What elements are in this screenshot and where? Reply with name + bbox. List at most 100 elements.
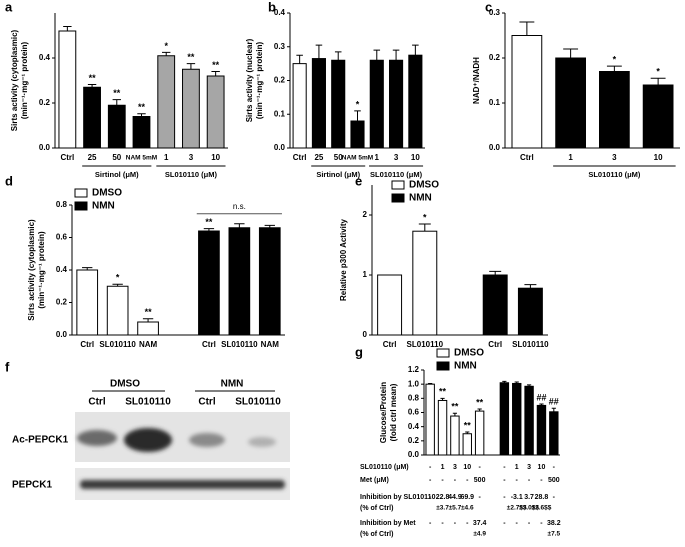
y-axis-label: Sirts activity (cytoplasmic) bbox=[10, 29, 19, 131]
y-axis-label: (min⁻¹·mg⁻¹ protein) bbox=[37, 231, 46, 309]
error-bar bbox=[373, 49, 381, 61]
table-cell: - bbox=[503, 520, 506, 527]
error-bar bbox=[234, 223, 245, 228]
y-tick-label: 0.1 bbox=[489, 98, 501, 107]
bar bbox=[642, 84, 674, 149]
panel-label: g bbox=[355, 344, 363, 359]
x-tick-label: NAM 5mM bbox=[342, 155, 373, 162]
x-tick-label: 3 bbox=[394, 153, 399, 162]
error-bar bbox=[563, 48, 579, 58]
table-cell: - bbox=[441, 477, 444, 484]
bar bbox=[512, 382, 522, 456]
row-label: Ac-PEPCK1 bbox=[12, 435, 69, 446]
significance: ** bbox=[451, 402, 459, 412]
y-tick-label: 0.1 bbox=[274, 109, 286, 118]
x-tick-label: 25 bbox=[314, 153, 323, 162]
bar bbox=[206, 75, 225, 149]
table-cell: - bbox=[478, 494, 481, 501]
significance: * bbox=[656, 67, 660, 77]
legend-swatch bbox=[436, 348, 450, 358]
error-bar bbox=[440, 397, 445, 401]
table-cell: - bbox=[429, 520, 432, 527]
y-tick-label: 2 bbox=[363, 210, 368, 219]
bar bbox=[350, 120, 365, 149]
y-tick-label: 0.8 bbox=[408, 393, 420, 402]
bar bbox=[157, 55, 176, 149]
significance: ** bbox=[145, 307, 153, 317]
bar bbox=[198, 230, 220, 336]
y-tick-label: 0.2 bbox=[489, 53, 501, 62]
y-axis-label: Sirts activity (cytoplasmic) bbox=[27, 219, 36, 321]
bar bbox=[462, 433, 472, 456]
bar bbox=[511, 35, 543, 149]
table-cell: - bbox=[478, 464, 481, 471]
significance: ## bbox=[549, 397, 559, 407]
x-tick-label: Ctrl bbox=[80, 340, 94, 349]
error-bar bbox=[334, 51, 342, 61]
table-cell: 28.8 bbox=[535, 494, 549, 501]
table-cell: -3.1 bbox=[511, 494, 523, 501]
panel-label: c bbox=[485, 0, 492, 14]
bar bbox=[549, 411, 559, 456]
table-cell: - bbox=[540, 520, 543, 527]
y-tick-label: 0.4 bbox=[39, 53, 51, 62]
y-tick-label: 0.4 bbox=[274, 8, 286, 17]
table-cell: ±7.5 bbox=[548, 531, 561, 538]
table-cell: 10 bbox=[463, 464, 471, 471]
bar bbox=[599, 71, 630, 149]
error-bar bbox=[524, 284, 537, 289]
significance: ** bbox=[113, 88, 121, 98]
x-tick-label: Ctrl bbox=[488, 340, 502, 349]
table-cell: 1 bbox=[441, 464, 445, 471]
x-tick-label: 50 bbox=[334, 153, 343, 162]
y-tick-label: 0.4 bbox=[408, 422, 420, 431]
group-label: Sirtinol (μM) bbox=[95, 170, 139, 179]
x-tick-label: 10 bbox=[211, 153, 220, 162]
bar bbox=[76, 269, 99, 336]
blot-panel: f DMSO NMN Ctrl SL010110 Ctrl SL010110 A… bbox=[5, 359, 290, 500]
legend-label: DMSO bbox=[454, 348, 484, 359]
y-tick-label: 0.6 bbox=[408, 408, 420, 417]
y-tick-label: 0.8 bbox=[56, 200, 68, 209]
significance: * bbox=[356, 99, 360, 109]
error-bar bbox=[186, 63, 196, 70]
y-axis-label: (min⁻¹·mg⁻¹ protein) bbox=[255, 42, 264, 120]
y-tick-label: 0.0 bbox=[56, 330, 68, 339]
error-bar bbox=[526, 384, 532, 387]
table-cell: 44.9 bbox=[448, 494, 462, 501]
row-label: PEPCK1 bbox=[12, 480, 52, 491]
bar bbox=[377, 274, 403, 336]
bar bbox=[369, 59, 384, 149]
bar bbox=[482, 274, 508, 336]
bar bbox=[331, 59, 346, 149]
y-tick-label: 0.0 bbox=[408, 450, 420, 459]
bands bbox=[77, 428, 285, 489]
error-bar bbox=[514, 381, 519, 384]
error-bar bbox=[296, 54, 303, 64]
error-bar bbox=[502, 380, 507, 383]
bar bbox=[137, 321, 159, 336]
y-axis-label: (fold ctrl mean) bbox=[389, 383, 398, 441]
error-bar bbox=[539, 403, 544, 406]
bar bbox=[474, 410, 485, 456]
panel-label: f bbox=[5, 359, 10, 374]
y-tick-label: 1.0 bbox=[408, 379, 420, 388]
x-tick-label: SL010110 bbox=[221, 340, 258, 349]
bar bbox=[517, 287, 543, 336]
group-label: SL010110 (μM) bbox=[370, 170, 423, 179]
table-cell: - bbox=[454, 477, 457, 484]
table-cell: - bbox=[503, 477, 506, 484]
error-bar bbox=[428, 382, 433, 385]
table-cell: - bbox=[503, 464, 506, 471]
table-cell: 22.8 bbox=[436, 494, 450, 501]
row-label: Met (μM) bbox=[360, 477, 389, 484]
panel-label: b bbox=[268, 0, 276, 14]
significance: * bbox=[116, 273, 120, 283]
legend-swatch bbox=[391, 180, 405, 190]
table-cell: - bbox=[429, 464, 432, 471]
panel-label: e bbox=[355, 173, 362, 188]
error-bar bbox=[315, 44, 323, 59]
y-tick-label: 1 bbox=[363, 270, 368, 279]
bar bbox=[425, 383, 435, 456]
